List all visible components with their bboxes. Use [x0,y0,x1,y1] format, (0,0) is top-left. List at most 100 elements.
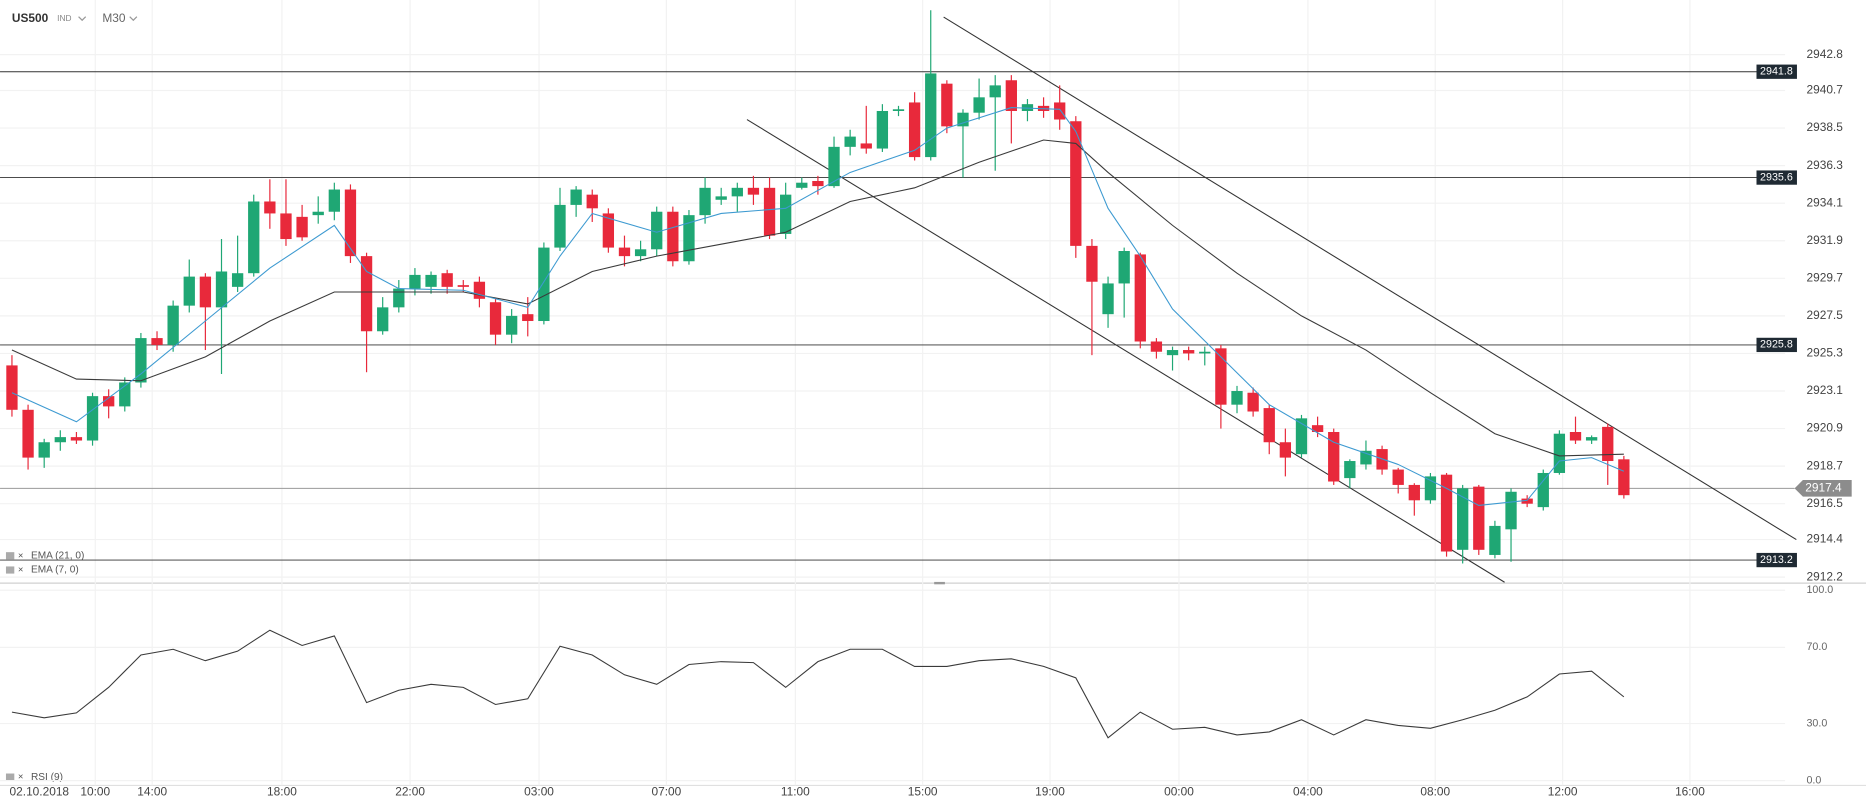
y-tick-label: 2934.1 [1806,195,1843,209]
candle-body [1521,498,1533,504]
candle-body [538,247,550,322]
rsi-line [11,629,1625,739]
candle-body [1360,450,1372,465]
candle-body [1231,391,1243,405]
candle-body [651,211,663,250]
svg-text:×: × [18,565,24,576]
x-tick-label: 08:00 [1420,785,1450,799]
level-label-box [1756,337,1797,353]
candle-body [70,437,83,441]
x-tick-label: 00:00 [1164,785,1194,799]
legend-icons[interactable]: × × × [5,550,24,783]
candle-body [280,213,292,240]
candle-body [360,256,373,332]
candle-body [1166,350,1179,356]
candle-body [1618,459,1630,496]
candle-body [780,194,792,234]
y-tick-label: 2920.9 [1806,421,1843,435]
date-label: 02.10.2018 [10,785,70,799]
y-tick-label: 2925.3 [1806,346,1843,360]
candle-body [489,302,502,335]
candle-body [1215,348,1227,405]
candle-body [570,189,582,205]
candle-body [1086,245,1098,282]
svg-text:×: × [18,550,24,561]
candle-body [264,201,276,214]
y-tick-label: 2940.7 [1806,83,1843,97]
candle-body [1473,486,1485,550]
candle-body [119,382,131,407]
level-label: 2913.2 [1760,554,1793,566]
ema-line [11,139,1624,457]
level-label-box [1756,170,1797,185]
candle-body [1070,121,1082,246]
candle-body [860,143,872,149]
dropdown-arrow[interactable] [78,16,87,22]
candle-body [1537,472,1549,508]
candle-body [1118,251,1130,284]
ema-line [11,107,1625,506]
y-tick-label: 2923.1 [1806,383,1843,397]
timeframe[interactable]: M30 [102,11,126,25]
candle-body [957,112,969,127]
candle-body [876,110,889,149]
level-label: 2941.8 [1760,66,1793,78]
candle-body [908,102,921,158]
x-tick-label: 15:00 [908,785,938,799]
candle-body [667,211,679,262]
candle-body [167,305,179,345]
candle-body [973,97,985,113]
candle-body [683,215,695,262]
dropdown-arrow[interactable] [129,16,138,22]
candle-body [634,249,647,257]
candle-body [941,83,953,127]
instrument-type[interactable]: IND [57,13,71,23]
candle-body [1279,442,1292,458]
y-tick-label: 2929.7 [1806,270,1843,284]
level-label-box [1756,552,1797,568]
candle-body [618,247,631,257]
svg-text:×: × [18,772,24,783]
candle-body [763,187,776,236]
x-tick-label: 14:00 [137,785,167,799]
rsi-tick-label: 70.0 [1806,641,1827,653]
grid [0,0,1786,786]
candle-body [989,85,1001,98]
candle-body [1602,426,1614,462]
last-price-label: 2917.4 [1805,480,1842,494]
candle-body [86,396,99,441]
candle-body [1005,80,1017,111]
candle-body [1247,392,1259,412]
candle-body [505,315,518,335]
legend-ema7[interactable]: EMA (7, 0) [31,565,79,576]
candle-body [586,194,598,209]
level-label: 2925.8 [1760,339,1793,351]
symbol[interactable]: US500 [12,11,49,25]
y-tick-label: 2936.3 [1806,158,1843,172]
candle-body [344,189,357,257]
candle-body [1150,341,1163,352]
level-label-box [1756,64,1797,79]
candle-body [1505,491,1517,530]
candle-body [248,201,260,274]
candle-body [1569,431,1582,441]
legend-rsi[interactable]: RSI (9) [31,772,63,783]
candle-body [1457,488,1469,550]
candle-body [699,187,711,216]
candle-body [1021,104,1034,111]
candle-body [425,274,437,287]
candle-body [892,109,905,111]
candle-body [1489,525,1501,555]
candle-body [925,73,937,158]
candle-body [1424,476,1437,501]
candle-body [731,187,743,197]
legend-ema21[interactable]: EMA (21, 0) [31,550,84,561]
candle-body [1102,283,1114,315]
candle-body [135,338,147,383]
candle-body [441,273,453,287]
candle-body [457,285,469,287]
x-tick-label: 11:00 [781,785,810,799]
resize-handle[interactable] [934,581,945,585]
x-tick-label: 12:00 [1548,785,1578,799]
y-tick-label: 2942.8 [1806,47,1843,61]
